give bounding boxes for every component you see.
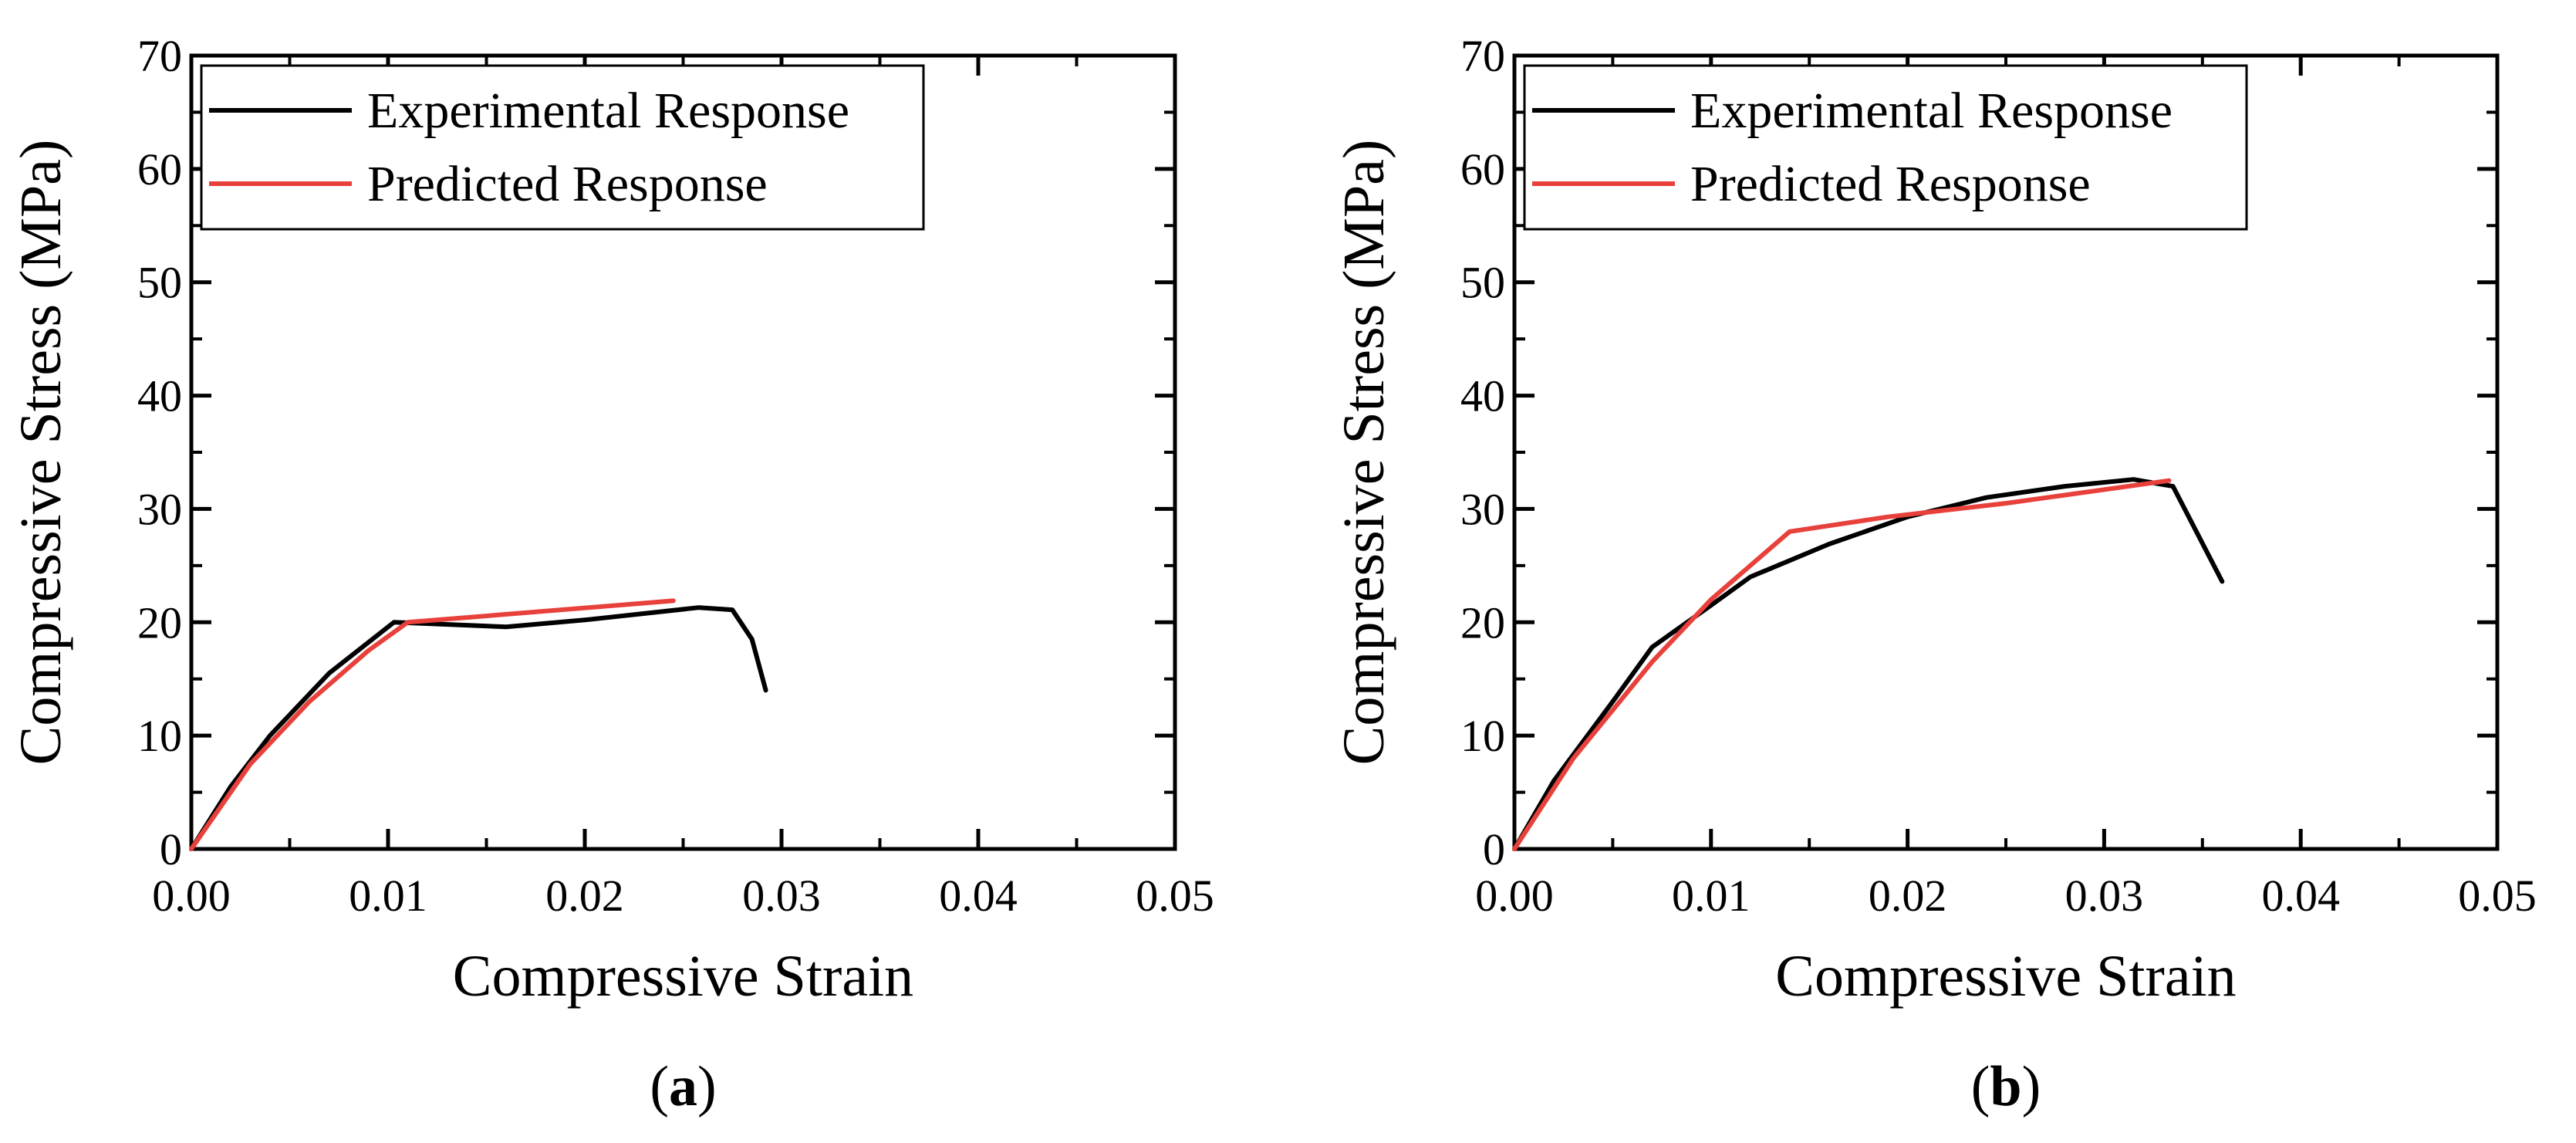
legend-label: Predicted Response [1690, 156, 2091, 212]
x-tick-label: 0.04 [939, 871, 1018, 921]
y-tick-label: 10 [1460, 711, 1505, 761]
y-axis-title: Compressive Stress (MPa) [1332, 140, 1396, 766]
chart-panel-1: 0.00 0.01 0.02 0.03 0.04 0.05 0 10 20 30 40 50 60 70 C… [8, 31, 1214, 1118]
x-tick-label: 0.05 [1136, 871, 1214, 921]
y-tick-label: 50 [137, 258, 182, 308]
x-axis-title: Compressive Strain [1775, 944, 2236, 1009]
series-line-predicted [1512, 478, 2172, 851]
y-tick-label: 40 [137, 371, 182, 421]
x-tick-label: 0.03 [2065, 871, 2144, 921]
panel-label: (a) [650, 1055, 716, 1118]
x-tick-label: 0.01 [1672, 871, 1751, 921]
y-tick-label: 60 [1460, 144, 1505, 194]
y-tick-label: 30 [137, 484, 182, 534]
y-tick-label: 40 [1460, 371, 1505, 421]
y-tick-label: 10 [137, 711, 182, 761]
y-tick-label: 0 [160, 824, 182, 874]
legend: Experimental Response Predicted Response [200, 64, 925, 231]
x-tick-label: 0.04 [2261, 871, 2340, 921]
chart-panel-2: 0.00 0.01 0.02 0.03 0.04 0.05 0 10 20 30 40 50 60 70 C… [1332, 31, 2537, 1118]
x-tick-label: 0.02 [1869, 871, 1947, 921]
y-tick-label: 70 [137, 31, 182, 81]
x-tick-label: 0.01 [349, 871, 427, 921]
y-tick-label: 30 [1460, 484, 1505, 534]
x-tick-label: 0.03 [742, 871, 821, 921]
x-tick-label: 0.02 [545, 871, 624, 921]
series-line-experimental [189, 605, 768, 851]
x-tick-label: 0.05 [2458, 871, 2537, 921]
y-tick-label: 70 [1460, 31, 1505, 81]
y-tick-label: 20 [1460, 597, 1505, 648]
series-line-experimental [1512, 477, 2225, 851]
legend-label: Experimental Response [1690, 83, 2173, 139]
x-tick-label: 0.00 [152, 871, 231, 921]
y-tick-label: 0 [1483, 824, 1505, 874]
y-tick-label: 20 [137, 597, 182, 648]
y-axis-title: Compressive Stress (MPa) [8, 140, 73, 766]
y-tick-label: 60 [137, 144, 182, 194]
legend-box [200, 64, 925, 231]
legend-box [1523, 64, 2248, 231]
legend-label: Predicted Response [367, 156, 768, 212]
x-tick-label: 0.00 [1475, 871, 1554, 921]
x-axis-title: Compressive Strain [453, 944, 913, 1009]
legend: Experimental Response Predicted Response [1523, 64, 2248, 231]
legend-label: Experimental Response [367, 83, 849, 139]
y-tick-label: 50 [1460, 258, 1505, 308]
panel-label: (b) [1971, 1055, 2041, 1118]
series-line-predicted [189, 598, 676, 851]
